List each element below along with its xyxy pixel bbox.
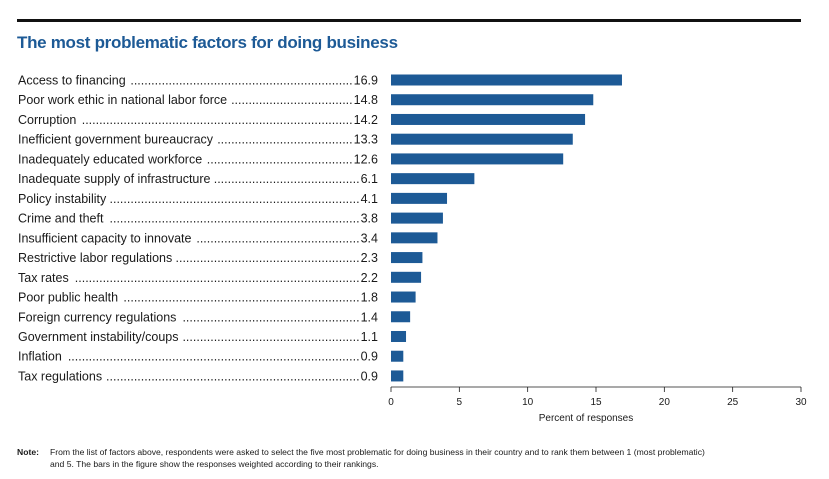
category-label: Restrictive labor regulations <box>18 251 172 265</box>
value-label: 13.3 <box>354 133 378 147</box>
note-text: From the list of factors above, responde… <box>50 447 705 469</box>
category-label: Poor work ethic in national labor force <box>18 93 227 107</box>
category-label: Inflation <box>18 350 62 364</box>
dot-leader: ........................................… <box>182 310 359 324</box>
x-tick-label: 10 <box>522 397 534 408</box>
x-axis: 0 5 10 15 20 25 30 Percent of responses <box>388 386 807 424</box>
bar <box>391 350 404 362</box>
bar <box>391 370 404 382</box>
x-tick-label: 5 <box>457 397 463 408</box>
dot-leader: ........................................… <box>106 369 360 383</box>
dot-leader: ........................................… <box>110 192 360 206</box>
category-label: Inefficient government bureaucracy <box>18 133 214 147</box>
category-label: Inadequately educated workforce <box>18 152 202 166</box>
dot-leader: ........................................… <box>130 74 352 88</box>
category-label: Foreign currency regulations <box>18 310 176 324</box>
x-tick-label: 30 <box>795 397 807 408</box>
dot-leader: ........................................… <box>75 271 360 285</box>
value-label: 12.6 <box>354 152 378 166</box>
category-label: Policy instability <box>18 192 107 206</box>
dot-leader: ........................................… <box>176 251 360 265</box>
bar <box>391 232 438 244</box>
bar <box>391 153 564 165</box>
value-label: 0.9 <box>361 369 378 383</box>
category-label: Inadequate supply of infrastructure <box>18 172 211 186</box>
x-tick-label: 25 <box>727 397 739 408</box>
bar <box>391 74 622 86</box>
dot-leader: ....................................... <box>217 133 352 147</box>
dot-leader: ........................................… <box>68 350 360 364</box>
category-label: Access to financing <box>18 74 126 88</box>
value-label: 3.4 <box>361 231 378 245</box>
bar <box>391 252 423 264</box>
value-label: 14.8 <box>354 93 378 107</box>
dot-leader: ........................................… <box>207 152 353 166</box>
value-label: 0.9 <box>361 350 378 364</box>
value-label: 1.1 <box>361 330 378 344</box>
bar <box>391 271 422 283</box>
dot-leader: ........................................… <box>82 113 353 127</box>
category-label: Corruption <box>18 113 76 127</box>
value-label: 3.8 <box>361 212 378 226</box>
dot-leader: ........................................… <box>110 212 360 226</box>
value-label: 2.3 <box>361 251 378 265</box>
top-rule <box>17 19 801 22</box>
value-label: 1.8 <box>361 291 378 305</box>
category-label: Insufficient capacity to innovate <box>18 231 192 245</box>
bar <box>391 113 586 125</box>
category-label: Tax rates <box>18 271 69 285</box>
bar <box>391 291 416 303</box>
dot-leader: ........................................… <box>214 172 360 186</box>
category-labels: Access to financing 16.9.................… <box>18 74 378 384</box>
dot-leader: ........................................… <box>123 291 359 305</box>
value-label: 4.1 <box>361 192 378 206</box>
note-label: Note: <box>17 447 39 457</box>
bar <box>391 133 573 145</box>
bar <box>391 94 594 106</box>
bar <box>391 311 411 323</box>
chart-title: The most problematic factors for doing b… <box>17 33 398 52</box>
bar <box>391 330 407 342</box>
category-label: Crime and theft <box>18 212 104 226</box>
value-label: 16.9 <box>354 74 378 88</box>
category-label: Tax regulations <box>18 369 102 383</box>
x-tick-label: 20 <box>659 397 671 408</box>
bar <box>391 173 475 185</box>
dot-leader: ................................... <box>231 93 353 107</box>
value-label: 2.2 <box>361 271 378 285</box>
dot-leader: ........................................… <box>196 231 359 245</box>
dot-leader: ........................................… <box>182 330 359 344</box>
category-label: Government instability/coups <box>18 330 179 344</box>
x-tick-label: 0 <box>388 397 394 408</box>
value-label: 6.1 <box>361 172 378 186</box>
bar <box>391 212 443 224</box>
category-label: Poor public health <box>18 291 118 305</box>
value-label: 14.2 <box>354 113 378 127</box>
x-tick-label: 15 <box>590 397 602 408</box>
x-axis-title: Percent of responses <box>539 413 634 424</box>
value-label: 1.4 <box>361 310 378 324</box>
bar <box>391 192 448 204</box>
bars <box>391 74 622 382</box>
